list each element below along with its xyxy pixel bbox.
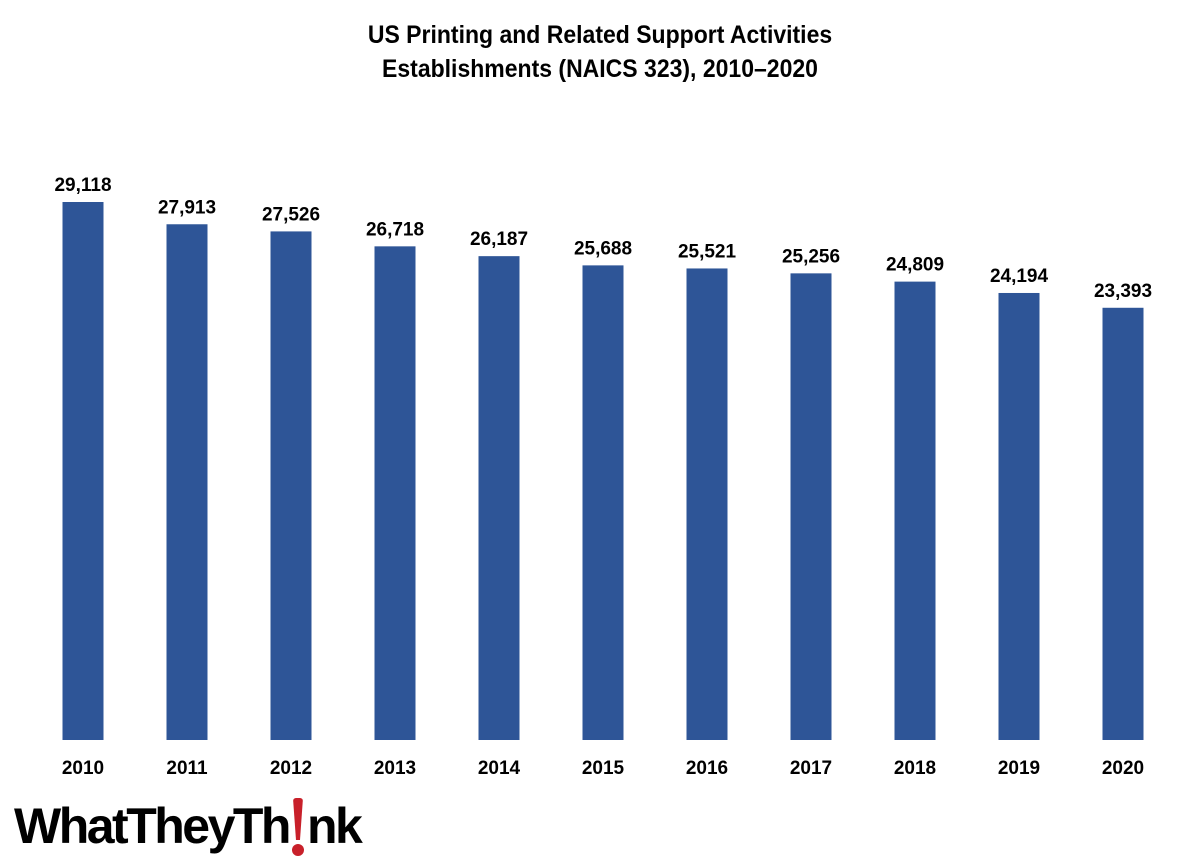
chart-title-line-2: Establishments (NAICS 323), 2010–2020	[382, 55, 818, 83]
x-tick-label-2011: 2011	[166, 758, 208, 779]
whattheythink-logo: WhatTheyTh nk	[14, 796, 363, 866]
value-label-2011: 27,913	[158, 197, 216, 218]
logo-text-end: nk	[306, 798, 363, 854]
x-tick-label-2013: 2013	[374, 758, 416, 779]
x-tick-label-2012: 2012	[270, 758, 312, 779]
chart-title: US Printing and Related Support Activiti…	[48, 18, 1152, 86]
x-tick-label-2014: 2014	[478, 758, 521, 779]
x-tick-label-2010: 2010	[62, 758, 104, 779]
value-label-2016: 25,521	[678, 241, 737, 262]
bar-2013	[374, 246, 416, 741]
value-label-2015: 25,688	[574, 238, 632, 259]
bars-group	[62, 202, 1144, 741]
exclamation-icon	[291, 796, 305, 856]
value-labels-group: 29,118 27,913 27,526 26,718 26,187 25,688 25,5…	[54, 175, 1152, 302]
bar-2012	[270, 231, 312, 740]
value-label-2013: 26,718	[366, 219, 424, 240]
value-label-2017: 25,256	[782, 246, 840, 267]
x-tick-label-2016: 2016	[686, 758, 728, 779]
value-label-2010: 29,118	[54, 175, 111, 196]
bar-2018	[894, 281, 936, 740]
bar-2020	[1102, 307, 1144, 740]
value-label-2018: 24,809	[886, 255, 944, 276]
x-axis-labels-group: 2010 2011 2012 2013 2014 2015 2016 2017 2018 2019…	[62, 758, 1144, 779]
x-tick-label-2020: 2020	[1102, 758, 1144, 779]
bar-2019	[998, 292, 1040, 740]
bar-2010	[62, 202, 104, 740]
logo-text-start: WhatTheyTh	[14, 798, 291, 854]
value-label-2019: 24,194	[990, 266, 1049, 287]
x-tick-label-2015: 2015	[582, 758, 625, 779]
bar-2014	[478, 256, 520, 740]
value-label-2020: 23,393	[1094, 281, 1152, 302]
bar-chart: 29,118 27,913 27,526 26,718 26,187 25,688 25,5…	[54, 175, 1152, 779]
bar-2016	[686, 268, 728, 740]
value-label-2012: 27,526	[262, 204, 320, 225]
chart-title-line-1: US Printing and Related Support Activiti…	[367, 21, 833, 49]
bar-2017	[790, 273, 832, 740]
x-tick-label-2018: 2018	[894, 758, 936, 779]
bar-2011	[166, 224, 208, 741]
value-label-2014: 26,187	[470, 229, 528, 250]
x-tick-label-2017: 2017	[790, 758, 832, 779]
x-tick-label-2019: 2019	[998, 758, 1040, 779]
bar-2015	[582, 265, 624, 740]
